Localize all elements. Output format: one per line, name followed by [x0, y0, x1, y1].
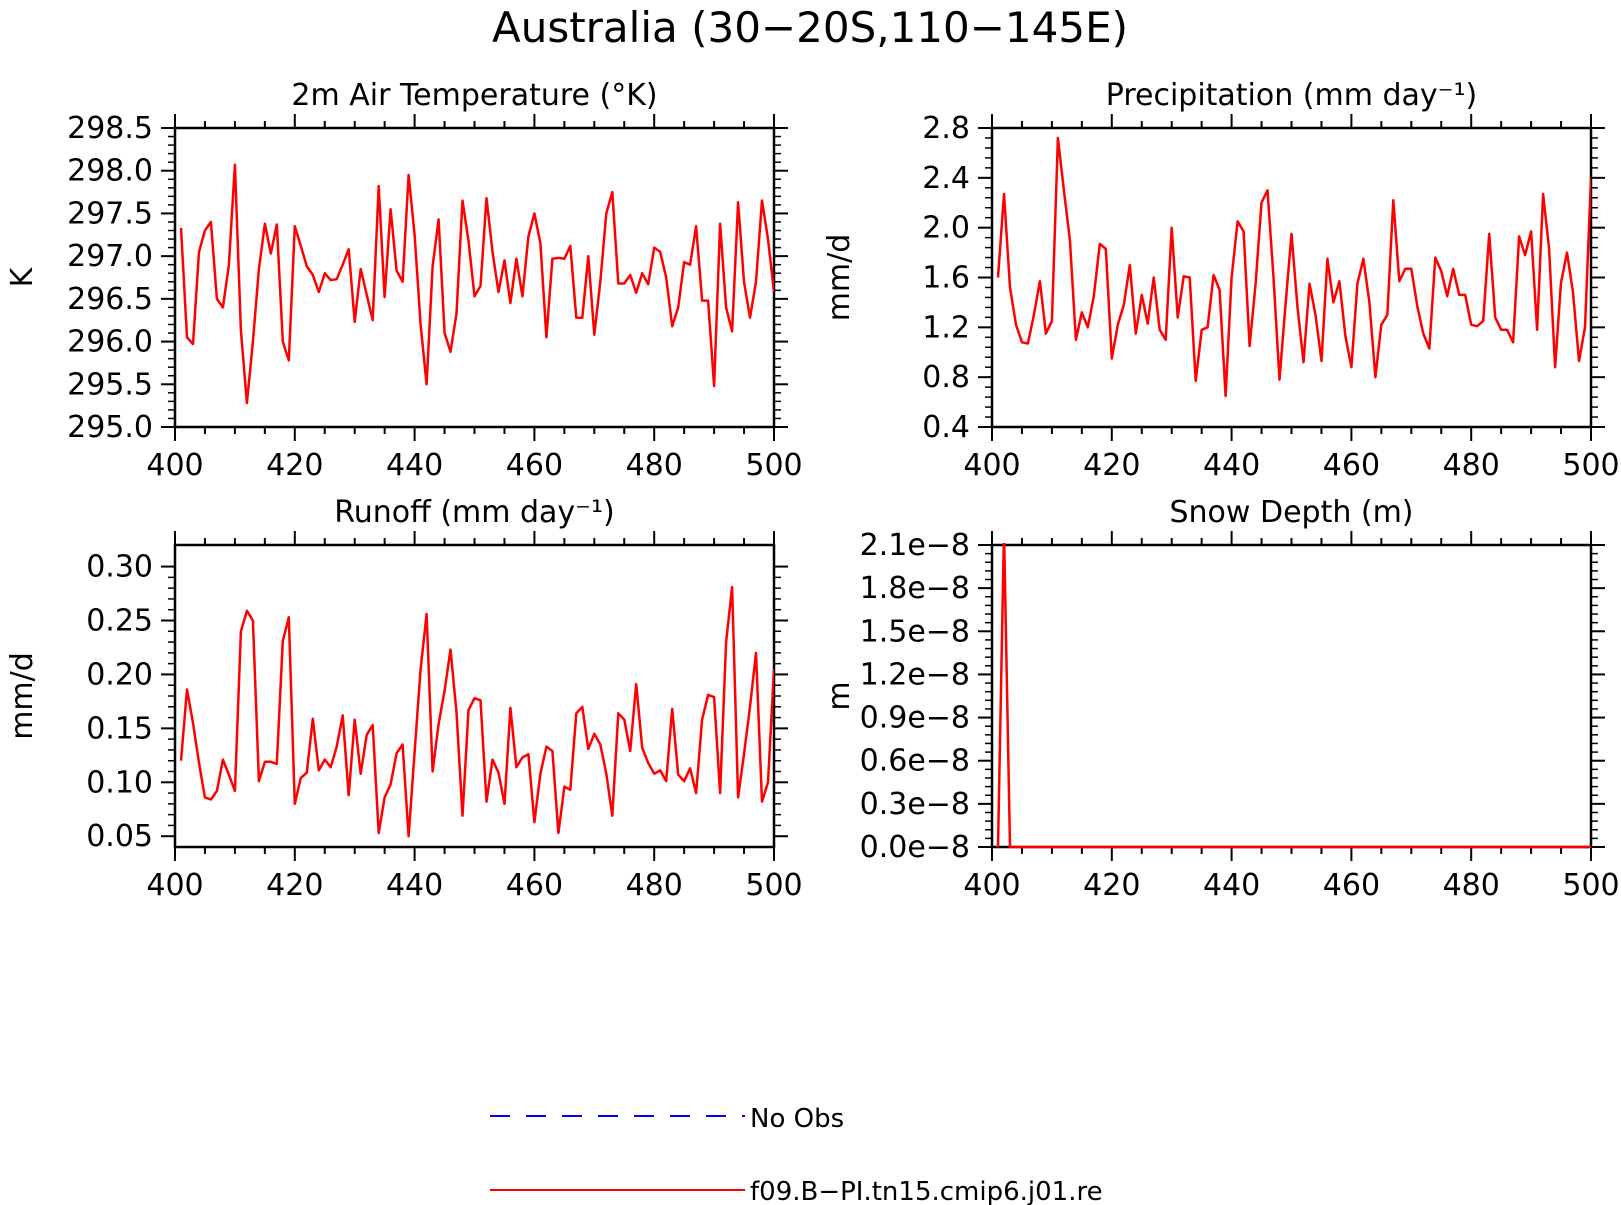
- y-tick-label: 0.30: [86, 550, 153, 585]
- x-tick-label: 460: [1323, 448, 1380, 483]
- legend: No Obs f09.B−PI.tn15.cmip6.j01.re: [490, 1104, 1103, 1205]
- chart-panel-2: Precipitation (mm day⁻¹) mm/d 400 420 440 460…: [822, 78, 1620, 483]
- y-tick-label: 1.8e−8: [860, 571, 970, 606]
- x-tick-label: 420: [266, 448, 323, 483]
- y-tick-label: 298.5: [67, 111, 153, 146]
- y-axis-label: mm/d: [5, 652, 40, 740]
- y-tick-label: 297.0: [67, 239, 153, 274]
- panel-title: Precipitation (mm day⁻¹): [1106, 78, 1477, 113]
- x-tick-label: 400: [963, 868, 1020, 903]
- x-tick-label: 440: [386, 448, 443, 483]
- y-tick-label: 295.5: [67, 367, 153, 402]
- panels: 2m Air Temperature (°K) K 400 420 440 460 480 5…: [5, 78, 1620, 903]
- x-tick-label: 440: [1203, 868, 1260, 903]
- panel-title: Snow Depth (m): [1169, 495, 1413, 530]
- y-tick-label: 0.0e−8: [860, 830, 970, 865]
- y-axis-label: mm/d: [822, 234, 857, 322]
- series-line-1: [996, 136, 1591, 398]
- series-line-1: [996, 543, 1591, 849]
- series-line-1: [179, 163, 774, 405]
- x-tick-label: 400: [146, 868, 203, 903]
- y-tick-label: 0.20: [86, 657, 153, 692]
- y-tick-label: 2.1e−8: [860, 528, 970, 563]
- plot-frame: [173, 543, 776, 849]
- y-tick-label: 0.9e−8: [860, 701, 970, 736]
- y-tick-label: 1.5e−8: [860, 614, 970, 649]
- chart-panel-4: Snow Depth (m) m 400 420 440 460 480 500 0.0e−8 0…: [822, 495, 1620, 903]
- y-tick-label: 1.6: [922, 261, 970, 296]
- x-tick-label: 400: [963, 448, 1020, 483]
- x-tick-label: 460: [506, 448, 563, 483]
- plot-frame: [990, 126, 1593, 429]
- plot-frame: [173, 126, 776, 429]
- figure-title: Australia (30−20S,110−145E): [492, 3, 1128, 52]
- x-tick-label: 400: [146, 448, 203, 483]
- y-tick-label: 2.4: [922, 161, 970, 196]
- y-tick-label: 298.0: [67, 154, 153, 189]
- y-tick-label: 0.10: [86, 765, 153, 800]
- panel-title: 2m Air Temperature (°K): [291, 78, 657, 113]
- chart-panel-3: Runoff (mm day⁻¹) mm/d 400 420 440 460 480 500 0…: [5, 495, 803, 903]
- chart-panel-1: 2m Air Temperature (°K) K 400 420 440 460 480 5…: [5, 78, 803, 483]
- x-tick-label: 500: [745, 868, 802, 903]
- x-tick-label: 460: [1323, 868, 1380, 903]
- x-tick-label: 420: [1083, 868, 1140, 903]
- legend-label-no-obs: No Obs: [750, 1104, 844, 1134]
- legend-label-model: f09.B−PI.tn15.cmip6.j01.re: [750, 1177, 1103, 1205]
- panel-title: Runoff (mm day⁻¹): [334, 495, 615, 530]
- x-tick-label: 500: [1562, 448, 1619, 483]
- y-tick-label: 1.2: [922, 310, 970, 345]
- x-tick-label: 420: [1083, 448, 1140, 483]
- y-tick-label: 0.3e−8: [860, 787, 970, 822]
- y-tick-label: 297.5: [67, 196, 153, 231]
- y-tick-label: 2.8: [922, 111, 970, 146]
- y-tick-label: 1.2e−8: [860, 657, 970, 692]
- y-tick-label: 0.6e−8: [860, 744, 970, 779]
- y-tick-label: 0.8: [922, 360, 970, 395]
- y-tick-label: 0.25: [86, 604, 153, 639]
- plot-frame: [990, 543, 1593, 849]
- x-tick-label: 500: [1562, 868, 1619, 903]
- x-tick-label: 500: [745, 448, 802, 483]
- y-axis-label: K: [5, 266, 40, 287]
- y-tick-label: 296.0: [67, 325, 153, 360]
- x-tick-label: 440: [386, 868, 443, 903]
- y-tick-label: 296.5: [67, 282, 153, 317]
- y-tick-label: 0.15: [86, 711, 153, 746]
- x-tick-label: 480: [1443, 868, 1500, 903]
- y-tick-label: 0.4: [922, 410, 970, 445]
- y-tick-label: 0.05: [86, 819, 153, 854]
- x-tick-label: 460: [506, 868, 563, 903]
- x-tick-label: 480: [626, 868, 683, 903]
- y-tick-label: 295.0: [67, 410, 153, 445]
- x-tick-label: 480: [1443, 448, 1500, 483]
- x-tick-label: 480: [626, 448, 683, 483]
- x-tick-label: 420: [266, 868, 323, 903]
- series-line-1: [179, 585, 774, 838]
- x-tick-label: 440: [1203, 448, 1260, 483]
- y-tick-label: 2.0: [922, 211, 970, 246]
- y-axis-label: m: [822, 681, 857, 710]
